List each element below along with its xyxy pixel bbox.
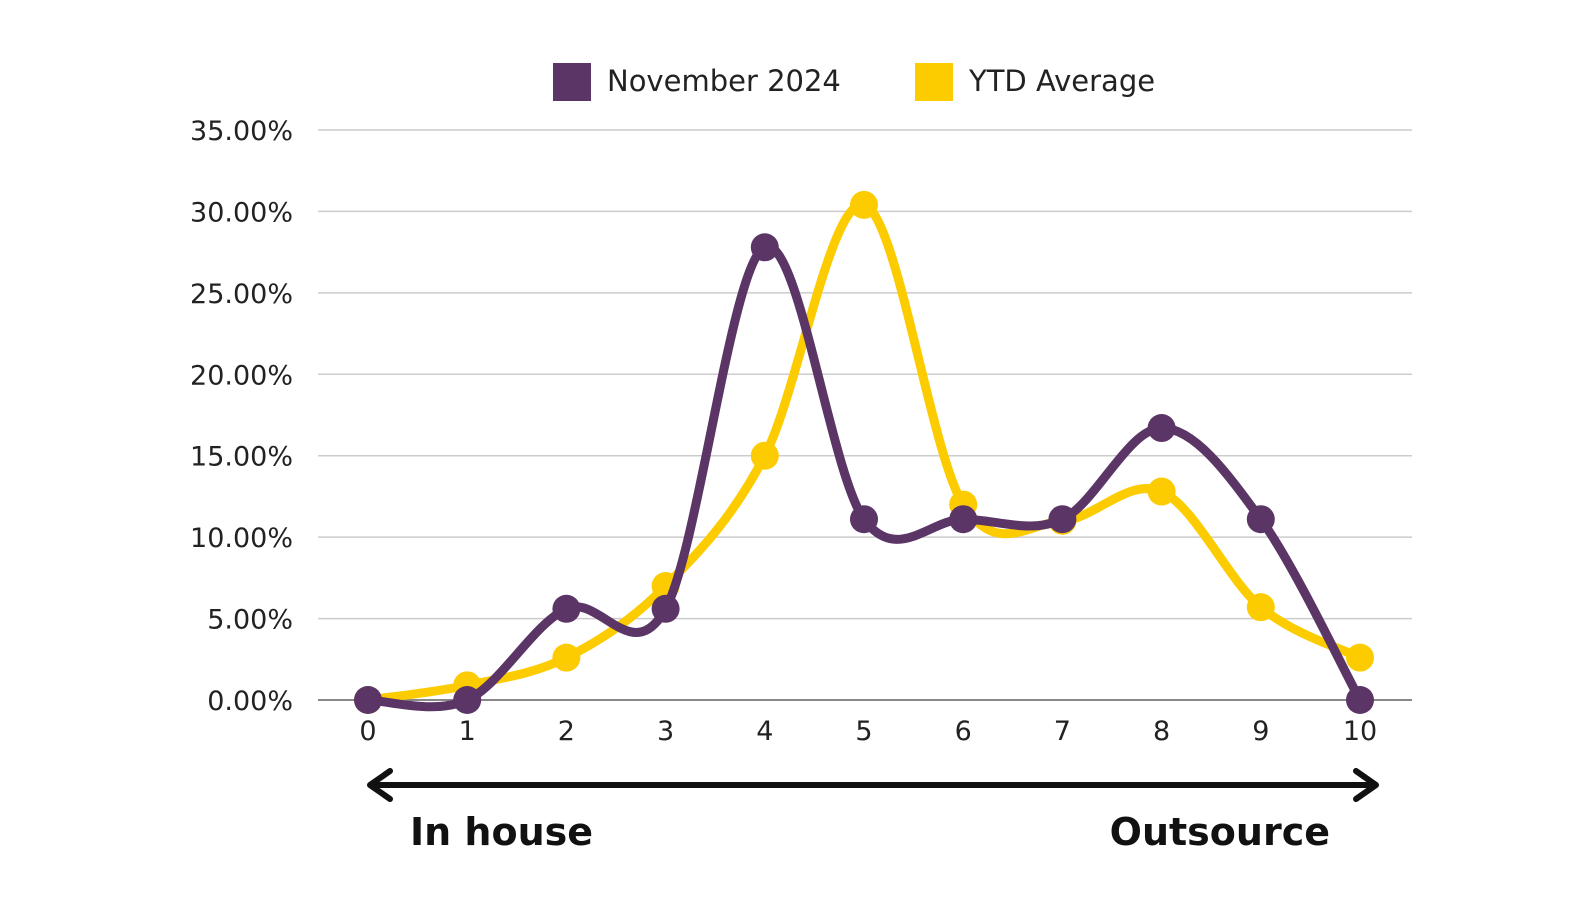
data-point-november — [354, 686, 382, 714]
data-point-november — [1147, 414, 1176, 443]
data-point-november — [453, 686, 482, 714]
y-tick-label: 35.00% — [190, 116, 293, 147]
x-tick-label: 4 — [756, 716, 773, 747]
arrow-left-head — [367, 768, 393, 802]
legend-swatch-november — [553, 63, 591, 101]
series-lines — [354, 190, 1374, 714]
x-tick-label: 6 — [955, 716, 972, 747]
data-point-ytd — [1346, 643, 1374, 672]
data-point-ytd — [1246, 593, 1275, 622]
series-line-november — [363, 242, 1365, 712]
data-point-november — [651, 594, 680, 623]
data-point-ytd — [850, 190, 878, 219]
x-tick-label: 1 — [459, 716, 476, 747]
x-tick-label: 7 — [1054, 716, 1071, 747]
legend: November 2024 YTD Average — [553, 63, 1155, 101]
y-axis-ticks: 0.00% 5.00% 10.00% 15.00% 20.00% 25.00% 30.00%… — [190, 116, 293, 717]
x-tick-label: 9 — [1252, 716, 1269, 747]
grid-lines — [318, 129, 1412, 701]
data-point-ytd — [1147, 477, 1176, 506]
y-tick-label: 20.00% — [190, 360, 293, 391]
legend-swatch-ytd — [915, 63, 953, 101]
legend-item-ytd: YTD Average — [915, 63, 1155, 101]
series-november — [354, 233, 1374, 714]
y-tick-label: 10.00% — [190, 523, 293, 554]
data-point-november — [1048, 505, 1077, 534]
data-point-november — [1246, 505, 1275, 534]
label-outsource: Outsource — [1110, 810, 1330, 854]
arrow-right-head — [1353, 768, 1379, 802]
x-tick-label: 2 — [558, 716, 575, 747]
y-tick-label: 25.00% — [190, 279, 293, 310]
y-tick-label: 15.00% — [190, 442, 293, 473]
x-tick-label: 8 — [1153, 716, 1170, 747]
legend-label-ytd: YTD Average — [968, 64, 1155, 98]
y-tick-label: 0.00% — [207, 686, 293, 717]
data-point-november — [552, 594, 581, 623]
x-tick-label: 5 — [855, 716, 872, 747]
label-in-house: In house — [410, 810, 593, 854]
in-house-outsource-arrow — [367, 768, 1379, 802]
data-point-november — [1346, 686, 1374, 714]
y-tick-label: 30.00% — [190, 197, 293, 228]
y-tick-label: 5.00% — [207, 605, 293, 636]
x-axis-ticks: 0 1 2 3 4 5 6 7 8 9 10 — [359, 716, 1377, 747]
series-ytd — [354, 190, 1374, 714]
legend-label-november: November 2024 — [607, 64, 841, 98]
x-tick-label: 0 — [359, 716, 376, 747]
data-point-ytd — [750, 441, 779, 470]
x-tick-label: 3 — [657, 716, 674, 747]
x-tick-label: 10 — [1343, 716, 1377, 747]
data-point-ytd — [552, 643, 581, 672]
data-point-november — [949, 505, 978, 534]
data-point-november — [850, 505, 878, 534]
legend-item-november: November 2024 — [553, 63, 841, 101]
data-point-november — [750, 233, 779, 262]
